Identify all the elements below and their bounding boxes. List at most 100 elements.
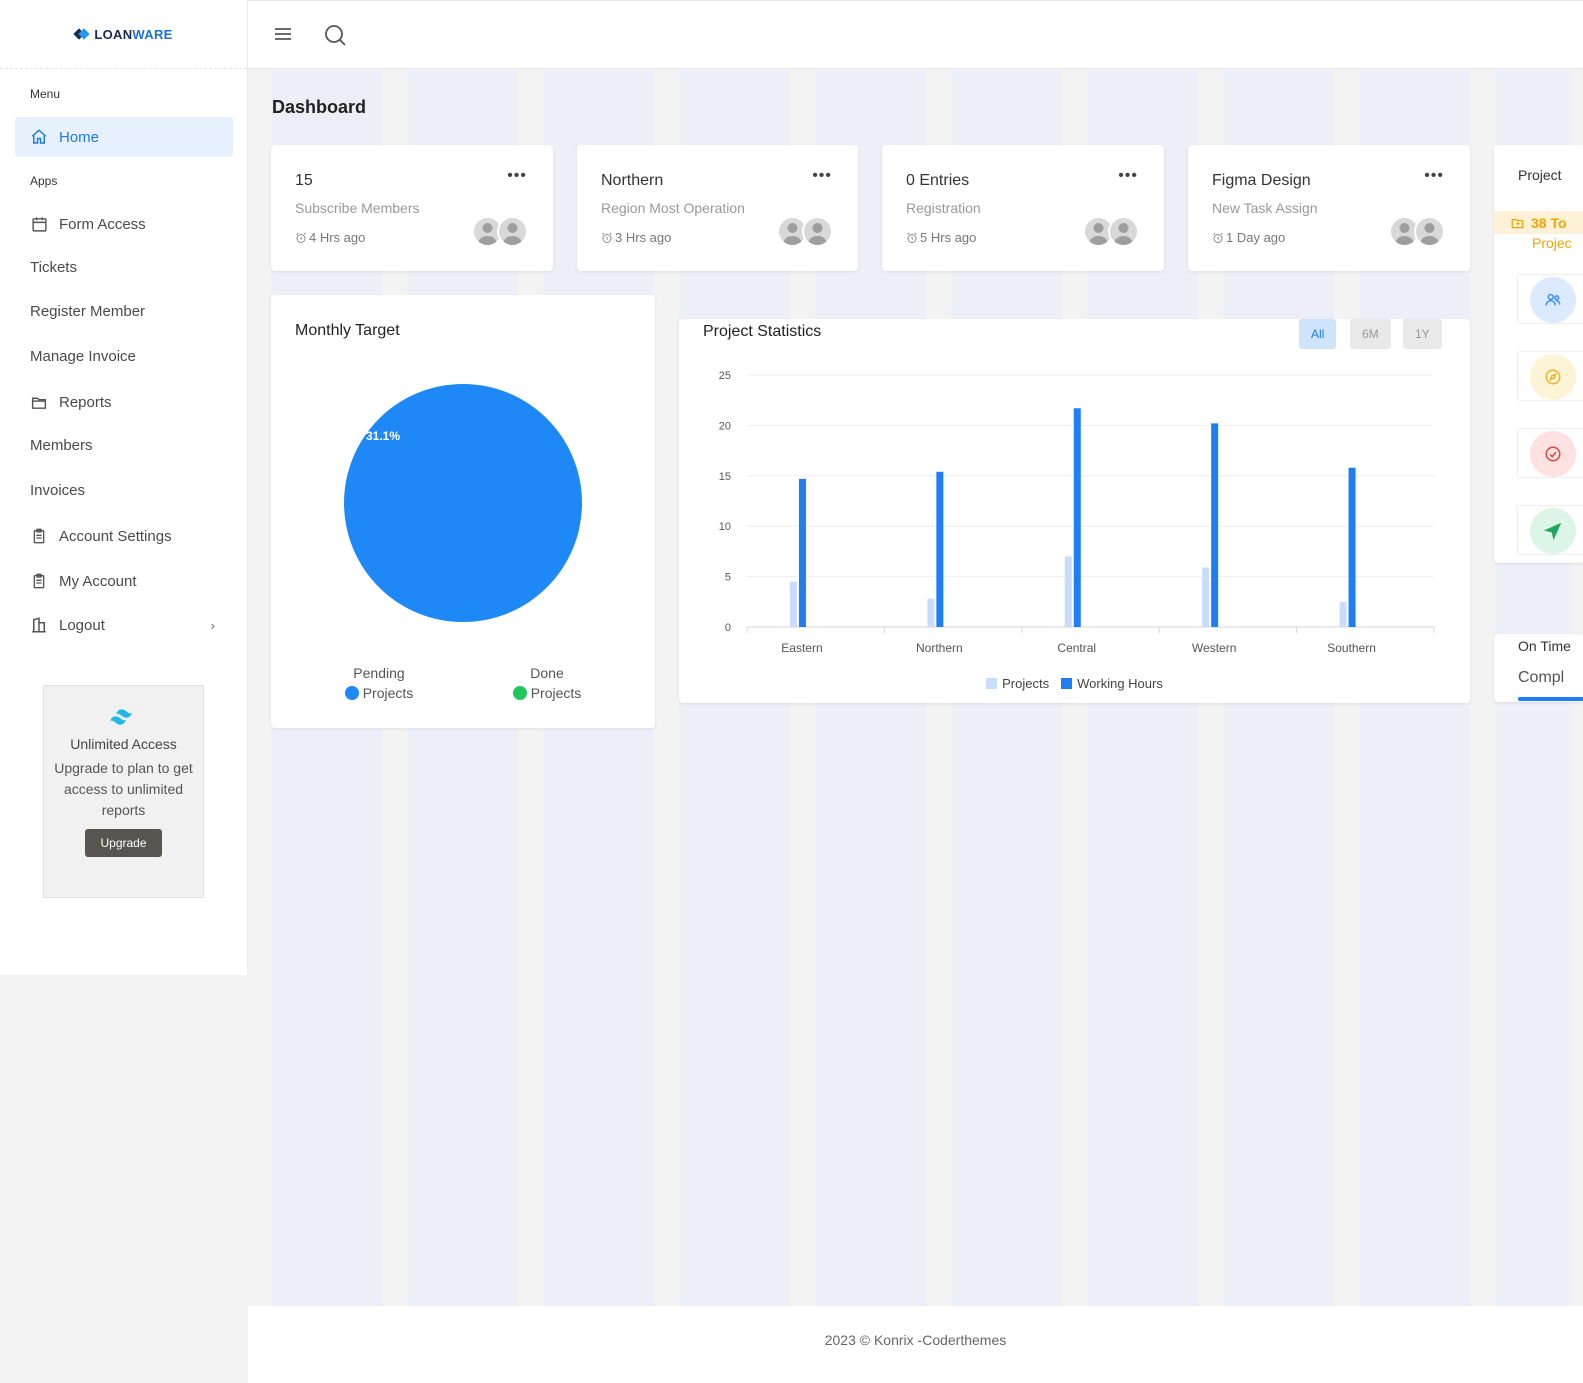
legend-projects[interactable]: Projects	[986, 676, 1049, 691]
sidebar: LOANWARE Menu Home Apps Form Access Tick…	[0, 0, 248, 975]
y-tick-label: 5	[725, 572, 731, 584]
more-options-icon[interactable]: •••	[507, 167, 527, 184]
range-6m-button[interactable]: 6M	[1350, 319, 1391, 349]
stat-card: Northern Region Most Operation 3 Hrs ago…	[577, 145, 858, 271]
stat-time-text: 4 Hrs ago	[309, 230, 366, 245]
monthly-target-card: Monthly Target 31.1% Pending Projects Do…	[271, 295, 655, 728]
calendar-icon	[30, 215, 48, 233]
building-icon	[30, 616, 48, 634]
compass-icon	[1530, 354, 1576, 400]
stat-title: Figma Design	[1212, 172, 1311, 189]
bar-projects[interactable]	[927, 598, 935, 627]
legend-projects-label: Projects	[1002, 676, 1050, 691]
legend-pending[interactable]: Pending Projects	[329, 665, 429, 701]
check-circle-icon	[1530, 431, 1576, 477]
stat-time-text: 1 Day ago	[1226, 230, 1286, 245]
legend-pending-dot	[344, 686, 359, 700]
x-tick-label: Eastern	[781, 641, 822, 655]
bar-working-hours[interactable]	[798, 478, 806, 627]
project-summary-title: Project	[1518, 167, 1562, 183]
quick-action-tile[interactable]	[1517, 428, 1583, 478]
sidebar-item-manage-invoice[interactable]: Manage Invoice	[15, 336, 233, 376]
x-tick-label: Central	[1057, 641, 1096, 655]
upgrade-promo-card: Unlimited Access Upgrade to plan to get …	[43, 685, 204, 898]
bar-projects[interactable]	[789, 581, 797, 627]
bar-projects[interactable]	[1064, 556, 1072, 627]
bar-working-hours[interactable]	[936, 471, 944, 627]
quick-action-tile[interactable]	[1517, 505, 1583, 555]
sidebar-item-account-settings[interactable]: Account Settings	[15, 516, 233, 556]
quick-action-tile[interactable]	[1517, 351, 1583, 401]
pie-slice-pending[interactable]	[344, 384, 582, 622]
menu-toggle-icon[interactable]	[274, 26, 292, 47]
sidebar-item-home[interactable]: Home	[15, 117, 233, 157]
sidebar-item-tickets[interactable]: Tickets	[15, 247, 233, 287]
avatar	[497, 216, 528, 247]
project-summary-card: Project 38 To Projec	[1494, 145, 1583, 563]
bar-working-hours[interactable]	[1211, 423, 1219, 627]
sidebar-item-label: Form Access	[59, 215, 146, 233]
sidebar-item-label: Register Member	[30, 302, 146, 320]
bar-working-hours[interactable]	[1073, 408, 1081, 627]
legend-pending-sub: Projects	[362, 685, 414, 701]
tailwind-logo-icon	[44, 706, 203, 728]
sidebar-item-label: Home	[59, 128, 100, 146]
send-icon	[1530, 508, 1576, 554]
x-tick-label: Western	[1192, 641, 1236, 655]
legend-working-hours[interactable]: Working Hours	[1061, 676, 1163, 691]
sidebar-item-form-access[interactable]: Form Access	[15, 204, 233, 244]
bar-working-hours[interactable]	[1348, 467, 1356, 627]
sidebar-item-label: Members	[30, 436, 93, 454]
y-tick-label: 25	[719, 370, 731, 382]
alarm-clock-icon	[907, 232, 917, 243]
stat-title: 0 Entries	[906, 172, 970, 189]
sidebar-item-members[interactable]: Members	[15, 425, 233, 465]
stat-subtitle: Subscribe Members	[295, 200, 420, 216]
sidebar-item-label: Reports	[59, 393, 112, 411]
sidebar-item-register-member[interactable]: Register Member	[15, 291, 233, 331]
stat-card: 15 Subscribe Members 4 Hrs ago •••	[271, 145, 553, 271]
quick-action-tile[interactable]	[1517, 274, 1583, 324]
sidebar-item-label: Invoices	[30, 481, 86, 499]
highlight-text: 38 To	[1531, 215, 1567, 231]
more-options-icon[interactable]: •••	[1424, 167, 1444, 184]
avatar	[802, 216, 833, 247]
sidebar-item-reports[interactable]: Reports	[15, 382, 233, 422]
stat-time: 3 Hrs ago	[601, 230, 671, 245]
bar-projects[interactable]	[1339, 601, 1347, 627]
brand-logo[interactable]: LOANWARE	[0, 0, 247, 69]
users-icon	[1530, 277, 1576, 323]
more-options-icon[interactable]: •••	[1118, 167, 1138, 184]
complete-label: Compl	[1518, 669, 1565, 686]
apps-section-title: Apps	[30, 174, 58, 188]
sidebar-item-my-account[interactable]: My Account	[15, 561, 233, 601]
sidebar-item-invoices[interactable]: Invoices	[15, 470, 233, 510]
pie-percent-label: 31.1%	[366, 429, 400, 443]
home-icon	[30, 128, 48, 146]
range-1y-button[interactable]: 1Y	[1403, 319, 1442, 349]
avatar-group	[472, 216, 528, 247]
stat-subtitle: New Task Assign	[1212, 200, 1318, 216]
project-statistics-title: Project Statistics	[703, 323, 822, 340]
search-icon[interactable]	[323, 23, 347, 52]
upgrade-button[interactable]: Upgrade	[85, 829, 162, 857]
y-tick-label: 15	[719, 471, 731, 483]
footer: 2023 © Konrix -Coderthemes	[248, 1306, 1583, 1383]
bar-projects[interactable]	[1202, 567, 1210, 627]
chart-legend: Projects Working Hours	[679, 676, 1470, 691]
avatar	[777, 216, 808, 247]
legend-working-hours-label: Working Hours	[1077, 676, 1163, 691]
avatar	[1414, 216, 1445, 247]
avatar-group	[777, 216, 833, 247]
logo-icon	[73, 28, 91, 40]
legend-pending-label: Pending	[353, 665, 405, 681]
y-tick-label: 0	[725, 622, 731, 634]
stat-time: 5 Hrs ago	[906, 230, 976, 245]
more-options-icon[interactable]: •••	[812, 167, 832, 184]
menu-section-title: Menu	[30, 87, 61, 101]
range-all-button[interactable]: All	[1299, 319, 1337, 349]
sidebar-item-logout[interactable]: Logout ›	[15, 605, 233, 645]
legend-done[interactable]: Done Projects	[497, 665, 597, 701]
stat-subtitle: Registration	[906, 200, 981, 216]
avatar	[472, 216, 503, 247]
